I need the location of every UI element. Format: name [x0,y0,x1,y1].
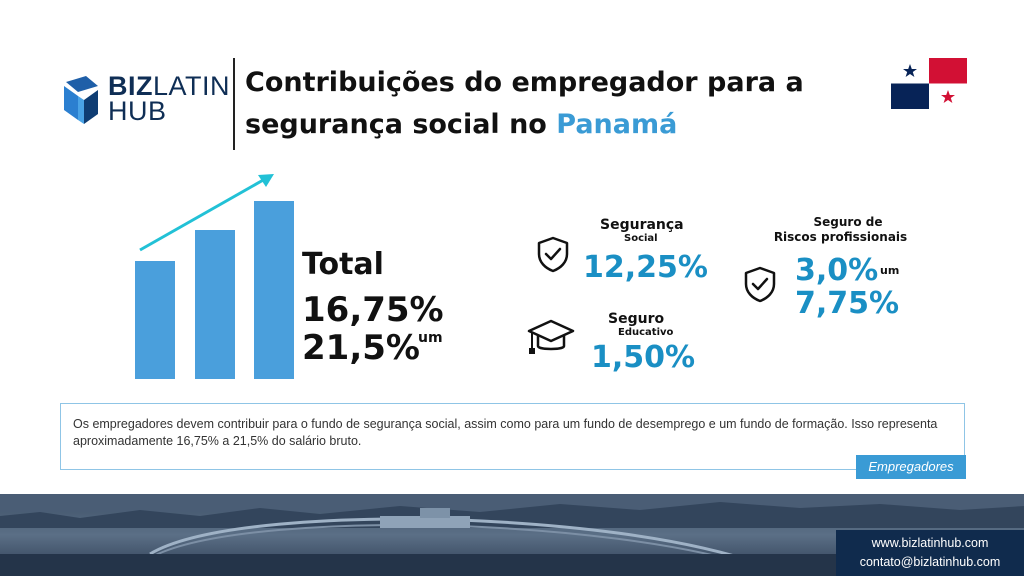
total-label: Total [302,247,384,282]
note-box: Os empregadores devem contribuir para o … [60,403,965,470]
total-connector: um [418,330,443,346]
growth-chart-icon [135,174,294,379]
contact-box: www.bizlatinhub.com contato@bizlatinhub.… [836,530,1024,576]
note-tag: Empregadores [856,455,966,479]
website-link[interactable]: www.bizlatinhub.com [871,536,989,550]
seguranca-social-sublabel: Social [624,233,658,244]
riscos-value-min: 3,0% [795,253,879,288]
shield-check-icon [744,266,776,303]
logo-mark-icon [64,76,98,124]
bizlatinhub-logo: BIZLATIN HUB [60,72,230,132]
seguro-educativo-sublabel: Educativo [618,327,674,338]
seguranca-social-label: Segurança [600,217,684,233]
bar-1 [135,261,175,379]
logo-wordmark: BIZLATIN HUB [108,71,231,126]
bar-3 [254,201,294,379]
header-divider [233,58,235,150]
panama-flag-icon [891,58,967,109]
shield-check-icon [537,236,569,273]
total-value-min: 16,75% [302,290,444,330]
seguro-educativo-label: Seguro [608,311,665,327]
riscos-connector: um [880,264,900,277]
email-link[interactable]: contato@bizlatinhub.com [859,555,1001,569]
page-title: Contribuições do empregador para a segur… [245,67,804,140]
riscos-label-line2: Riscos profissionais [773,230,908,244]
graduation-cap-icon [527,319,575,354]
bar-2 [195,230,235,379]
note-text: Os empregadores devem contribuir para o … [73,417,938,448]
riscos-value-max: 7,75% [795,286,900,321]
total-value-max: 21,5% [302,328,420,368]
riscos-label-line1: Seguro de [813,215,883,229]
seguro-educativo-value: 1,50% [591,340,696,375]
title-country: Panamá [556,109,678,140]
seguranca-social-value: 12,25% [583,250,708,285]
trend-arrow [139,177,266,252]
